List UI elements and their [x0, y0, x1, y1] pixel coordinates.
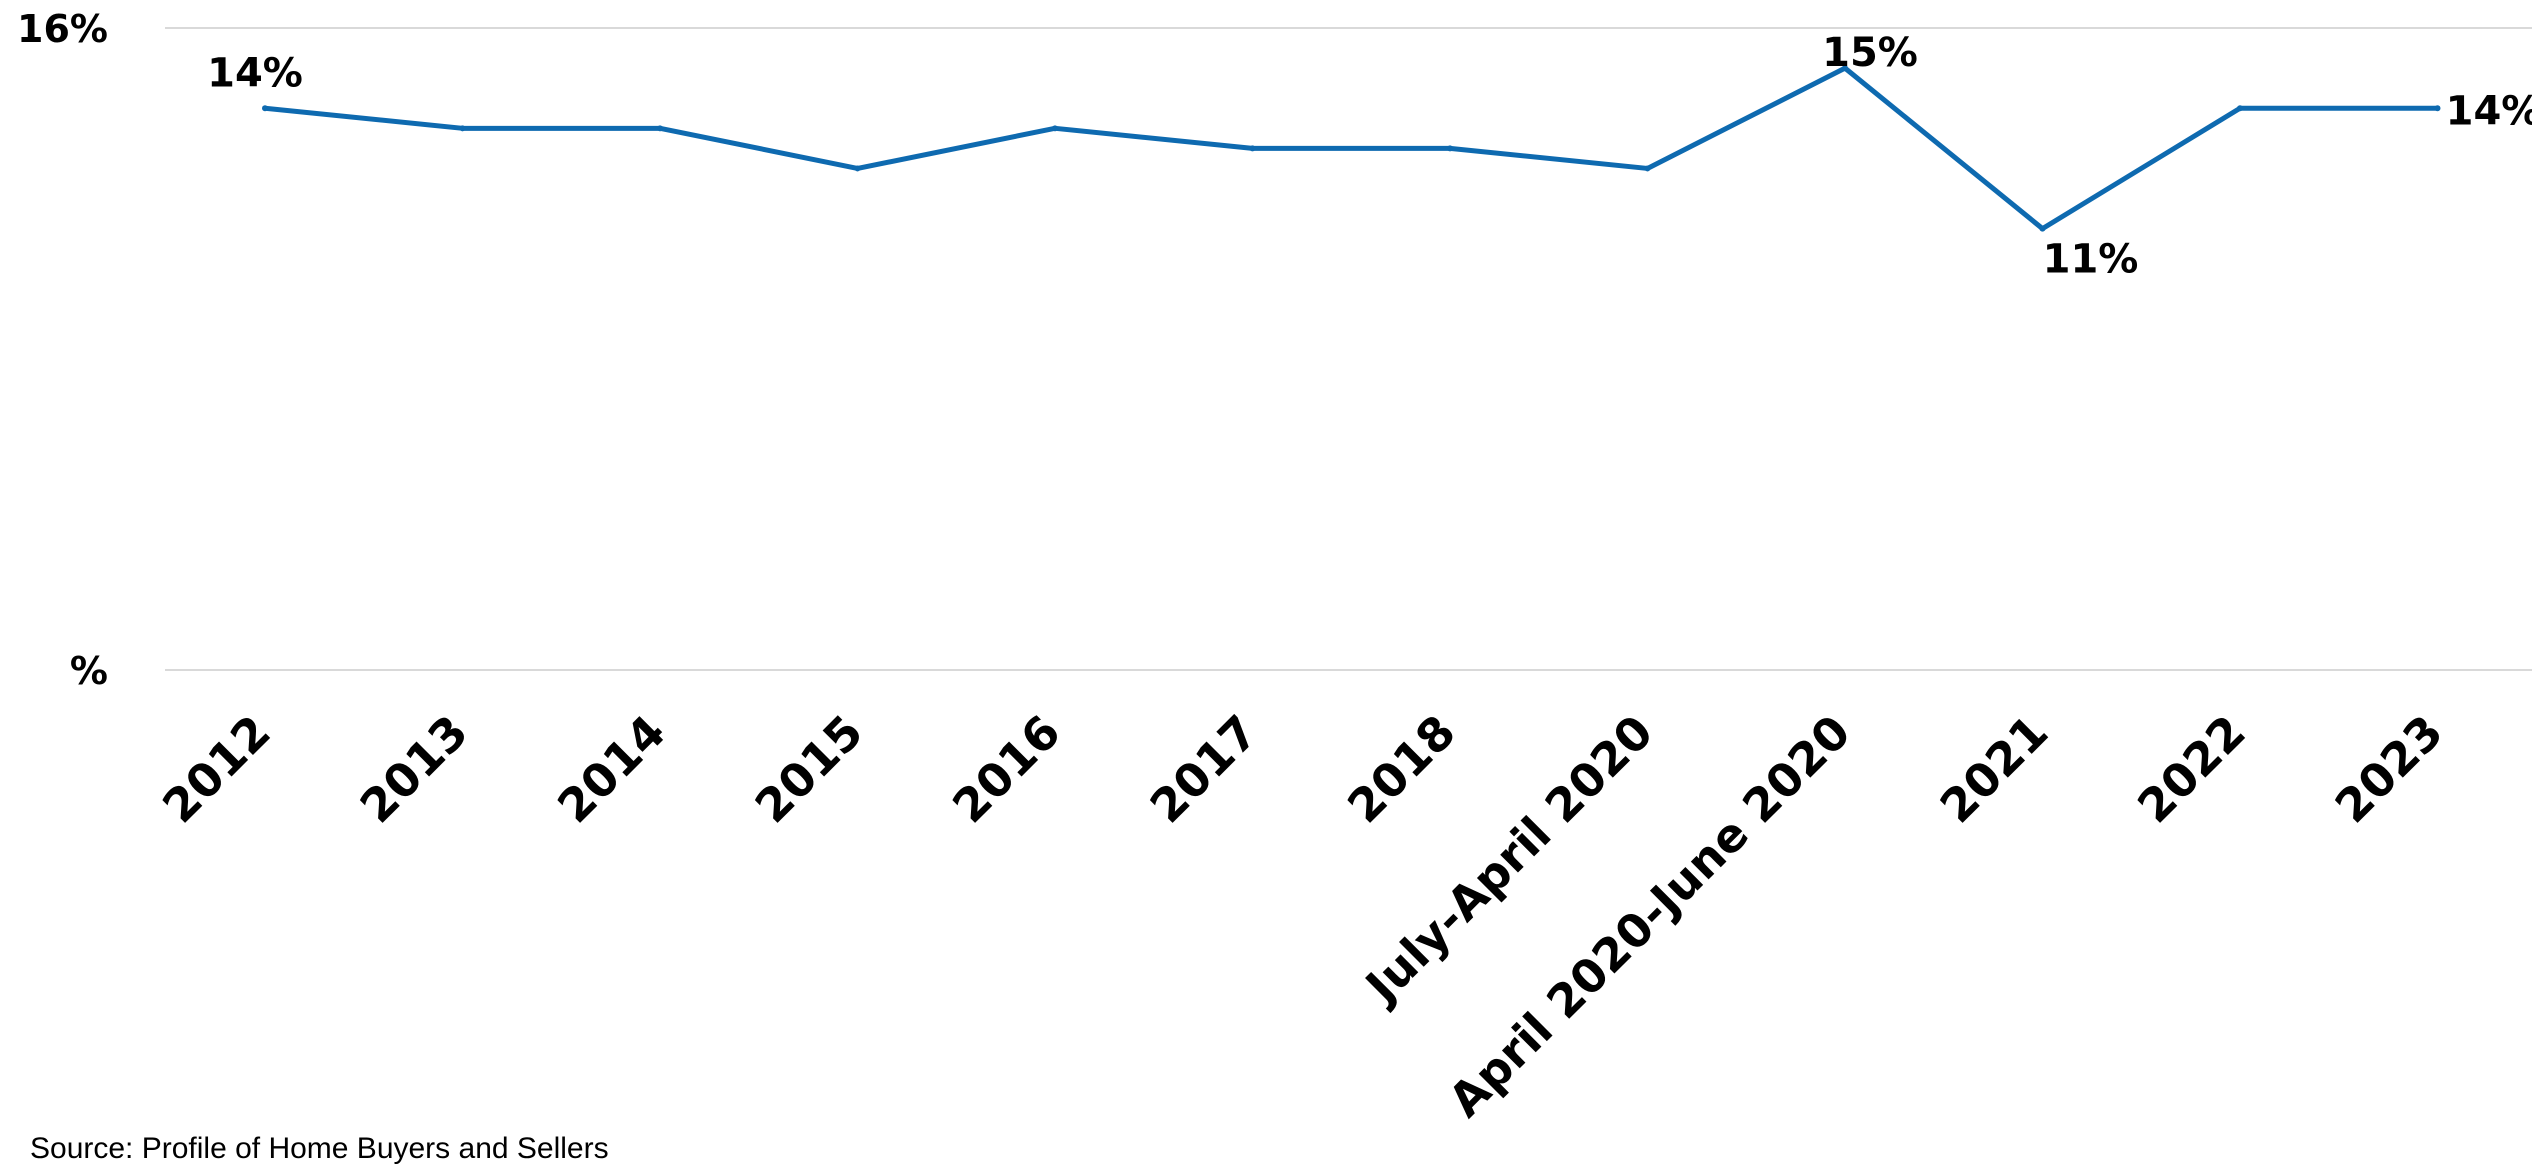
x-tick-label: 2014 — [547, 705, 676, 834]
series-line — [262, 65, 2440, 232]
data-point — [1249, 145, 1256, 152]
x-tick-label: 2013 — [350, 705, 479, 834]
x-tick-label: 2023 — [2325, 705, 2454, 834]
data-label: 14% — [2446, 88, 2532, 134]
x-tick-label: 2012 — [152, 705, 281, 834]
data-point — [2434, 105, 2441, 112]
data-labels: 14% 15% 11% 14% — [207, 30, 2532, 283]
y-tick-label: % — [70, 649, 108, 693]
data-point — [2237, 105, 2243, 112]
gridlines — [165, 27, 2532, 671]
y-tick-label: 16% — [17, 7, 108, 51]
data-point — [657, 125, 663, 132]
data-point — [1644, 165, 1651, 172]
data-point — [262, 105, 268, 112]
data-label: 14% — [207, 50, 303, 96]
x-tick-label: 2018 — [1337, 705, 1466, 834]
y-axis-tick-labels: % 16% — [17, 7, 108, 693]
data-label: 15% — [1822, 30, 1918, 76]
x-tick-label: 2022 — [2127, 705, 2256, 834]
data-point — [2039, 225, 2046, 232]
x-tick-label: 2021 — [1930, 705, 2059, 834]
series-layer — [262, 65, 2441, 232]
data-label: 11% — [2043, 237, 2139, 283]
x-tick-label: 2017 — [1140, 705, 1269, 834]
data-point — [1052, 125, 1058, 132]
data-point — [854, 165, 861, 172]
x-tick-label: 2016 — [942, 705, 1071, 834]
x-tick-label: 2015 — [745, 705, 874, 834]
data-point — [1842, 65, 1848, 72]
data-point — [1447, 145, 1453, 152]
x-tick-label: April 2020-June 2020 — [1438, 705, 1861, 1128]
source-note: Source: Profile of Home Buyers and Selle… — [30, 1132, 609, 1165]
data-point — [459, 125, 466, 132]
